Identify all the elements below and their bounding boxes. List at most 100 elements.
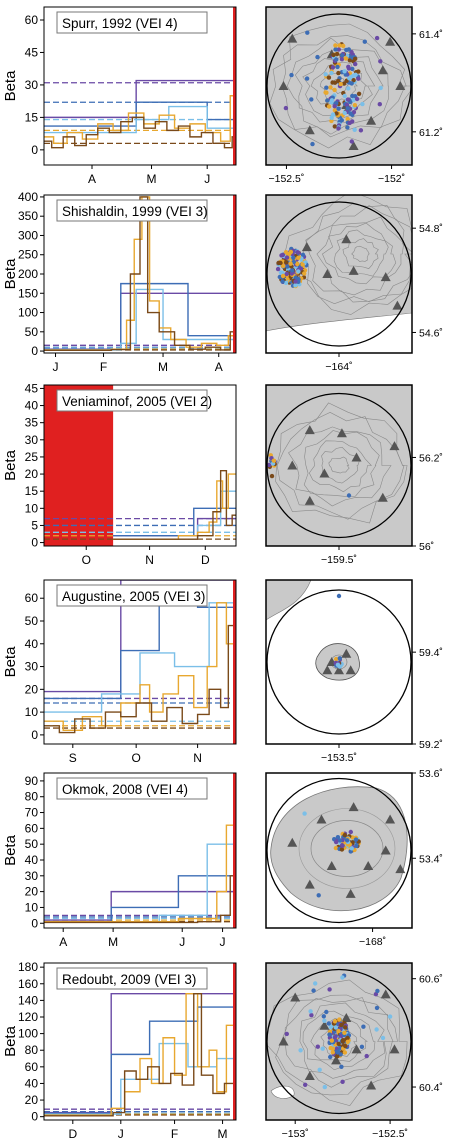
earthquake-dot (324, 1009, 329, 1015)
earthquake-dot (326, 104, 332, 109)
map-contour (321, 446, 360, 484)
earthquake-dot (341, 81, 347, 86)
map-contour (294, 48, 384, 123)
earthquake-dot (342, 1050, 348, 1055)
earthquake-dot (335, 662, 341, 667)
earthquake-dot (374, 1027, 379, 1032)
y-tick-label: 180 (18, 960, 38, 974)
earthquake-dot (336, 1028, 341, 1034)
y-axis-label: Beta (2, 1025, 19, 1057)
earthquake-dot (351, 97, 356, 103)
plot-area (44, 196, 236, 352)
map-area (266, 385, 412, 546)
y-axis-label: Beta (2, 449, 19, 481)
y-tick-label: 10 (25, 900, 39, 914)
plot-area (44, 580, 236, 734)
earthquake-dot (278, 270, 284, 275)
earthquake-dot (333, 1025, 338, 1030)
y-tick-label: 40 (25, 1076, 39, 1090)
station-triangle (380, 272, 391, 282)
title-box (56, 11, 208, 34)
y-tick-label: 40 (25, 399, 39, 413)
earthquake-dot (284, 255, 290, 260)
title-box (56, 967, 208, 990)
plot-frame (43, 384, 237, 547)
plot-area (44, 993, 236, 1117)
beta-series-line (44, 602, 236, 732)
y-tick-label: 50 (25, 614, 39, 628)
earthquake-dot (311, 988, 316, 993)
earthquake-dot (330, 80, 335, 85)
x-tick-label: J (118, 1127, 124, 1141)
earthquake-dot (304, 76, 310, 81)
y-tick-label: 70 (25, 806, 39, 820)
y-tick-label: 30 (25, 869, 39, 883)
map-y-tick-label: 59.2˚ (419, 739, 443, 751)
beta-series-line (113, 469, 236, 540)
beta-series-line (44, 116, 236, 149)
x-tick-label: F (171, 1127, 178, 1141)
earthquake-dot (328, 85, 333, 90)
y-tick-label: 15 (25, 484, 39, 498)
earthquake-dot (345, 1039, 350, 1045)
station-triangle (304, 1071, 315, 1081)
earthquake-dot (354, 96, 360, 102)
earthquake-dot (337, 838, 343, 843)
earthquake-dot (293, 279, 298, 284)
earthquake-dot (330, 1050, 335, 1055)
station-triangle (319, 468, 330, 478)
y-tick-label: 100 (18, 1027, 38, 1041)
earthquake-dot (374, 1005, 380, 1011)
station-triangle (348, 265, 359, 275)
map-contour (308, 440, 372, 493)
map-area (266, 963, 412, 1120)
station-triangle (287, 33, 298, 43)
plot-area (44, 385, 236, 546)
station-triangle (304, 425, 315, 435)
earthquake-dot (331, 52, 336, 58)
y-tick-label: 350 (18, 209, 38, 223)
y-tick-label: 20 (25, 682, 39, 696)
map-x-tick-label: −152.5˚ (372, 1128, 408, 1140)
y-tick-label: 200 (18, 267, 38, 281)
earthquake-dot (289, 72, 294, 78)
map-contour (284, 195, 412, 315)
y-tick-label: 45 (25, 45, 39, 59)
station-triangle (377, 65, 388, 75)
earthquake-dot (313, 981, 318, 986)
earthquake-dot (343, 1043, 348, 1049)
map-contour (351, 245, 370, 262)
earthquake-dot (324, 90, 329, 95)
earthquake-dot (320, 1046, 325, 1051)
station-triangle (319, 1020, 330, 1030)
map-x-tick-label: −164˚ (325, 361, 352, 373)
beta-series-line (44, 105, 236, 134)
title-box (56, 584, 208, 607)
earthquake-dot (327, 1032, 332, 1037)
earthquake-dot (353, 56, 358, 61)
station-triangle (392, 300, 403, 310)
earthquake-dot (375, 988, 380, 994)
earthquake-dot (293, 283, 298, 288)
earthquake-dot (266, 462, 272, 468)
earthquake-dot (378, 59, 383, 64)
y-tick-label: 50 (25, 837, 39, 851)
station-triangle (290, 992, 301, 1002)
y-tick-label: 0 (31, 536, 38, 550)
earthquake-dot (335, 1054, 340, 1059)
earthquake-dot (354, 843, 359, 849)
beta-panel: 0 10 20 30 40 50 60 S O N Beta Augustine, 2005 (VEI… (2, 579, 237, 765)
earthquake-dot (280, 252, 286, 258)
y-tick-label: 10 (25, 705, 39, 719)
map-x-tick-label: −159.5˚ (321, 554, 357, 566)
earthquake-dot (327, 987, 332, 992)
search-radius-circle (266, 968, 412, 1115)
earthquake-dot (329, 1038, 334, 1043)
earthquake-dot (284, 1031, 289, 1037)
earthquake-dot (340, 843, 345, 848)
earthquake-dot (323, 72, 328, 77)
earthquake-dot (324, 85, 329, 90)
map-y-tick-label: 54.8˚ (419, 223, 443, 235)
station-triangle (377, 492, 388, 502)
